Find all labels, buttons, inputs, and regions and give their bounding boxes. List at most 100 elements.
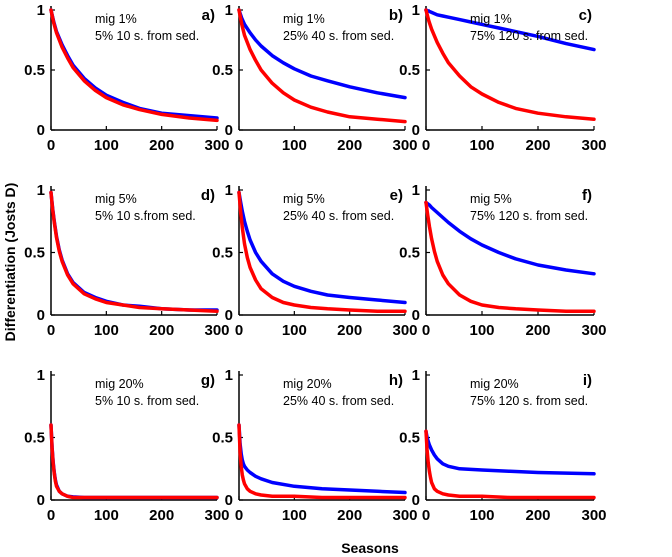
y-tick-label: 0.5 xyxy=(399,62,420,79)
x-tick-label: 300 xyxy=(392,137,417,154)
y-tick-label: 0 xyxy=(412,307,420,324)
panel-letter: b) xyxy=(389,7,403,24)
treatment-annotation: 75% 120 s. from sed. xyxy=(470,394,588,408)
series-line-blue xyxy=(49,423,219,500)
x-tick-label: 200 xyxy=(149,507,174,524)
x-tick-label: 200 xyxy=(337,137,362,154)
series-line-blue xyxy=(237,190,407,305)
x-tick-label: 100 xyxy=(282,322,307,339)
y-tick-label: 0 xyxy=(225,307,233,324)
treatment-annotation: 5% 10 s. from sed. xyxy=(95,394,199,408)
y-tick-label: 1 xyxy=(412,2,420,19)
y-tick-label: 0 xyxy=(37,307,45,324)
x-tick-label: 0 xyxy=(422,322,430,339)
y-tick-label: 0 xyxy=(412,492,420,509)
series-line-red xyxy=(49,8,219,123)
y-tick-label: 1 xyxy=(412,182,420,199)
x-axis-label: Seasons xyxy=(341,540,399,556)
y-tick-label: 1 xyxy=(225,367,233,384)
panel-b: 0 0.5 1 0 100 200 300 mig 1% 25% 40 s. from sed.… xyxy=(212,2,417,154)
panel-e: 0 0.5 1 0 100 200 300 mig 5% 25% 40 s. from sed.… xyxy=(212,182,417,339)
migration-annotation: mig 20% xyxy=(95,377,144,391)
x-tick-label: 0 xyxy=(235,507,243,524)
x-tick-label: 0 xyxy=(235,137,243,154)
x-tick-label: 0 xyxy=(47,507,55,524)
x-tick-label: 200 xyxy=(337,322,362,339)
x-tick-label: 200 xyxy=(149,322,174,339)
panel-letter: c) xyxy=(579,7,592,24)
x-tick-label: 300 xyxy=(581,322,606,339)
panel-letter: g) xyxy=(201,372,215,389)
series-line-red xyxy=(237,190,407,314)
series-line-blue xyxy=(49,8,219,120)
migration-annotation: mig 5% xyxy=(95,192,137,206)
x-tick-label: 100 xyxy=(94,322,119,339)
panel-f: 0 0.5 1 0 100 200 300 mig 5% 75% 120 s. from sed… xyxy=(399,182,606,339)
y-tick-label: 0 xyxy=(412,122,420,139)
x-tick-label: 100 xyxy=(469,137,494,154)
x-tick-label: 100 xyxy=(469,507,494,524)
x-tick-label: 0 xyxy=(235,322,243,339)
series-line-blue xyxy=(237,8,407,100)
y-tick-label: 1 xyxy=(412,367,420,384)
x-tick-label: 100 xyxy=(282,507,307,524)
y-tick-label: 0.5 xyxy=(24,430,45,447)
treatment-annotation: 25% 40 s. from sed. xyxy=(283,209,394,223)
series-line-blue xyxy=(424,8,596,52)
x-tick-label: 100 xyxy=(94,137,119,154)
x-tick-label: 200 xyxy=(149,137,174,154)
treatment-annotation: 25% 40 s. from sed. xyxy=(283,394,394,408)
panel-c: 0 0.5 1 0 100 200 300 mig 1% 75% 120 s. from sed… xyxy=(399,2,606,154)
x-tick-label: 200 xyxy=(337,507,362,524)
series-line-red xyxy=(424,200,596,314)
y-tick-label: 0.5 xyxy=(24,245,45,262)
series-line-red xyxy=(237,8,407,124)
panel-letter: i) xyxy=(583,372,592,389)
panel-i: 0 0.5 1 0 100 200 300 mig 20% 75% 120 s. from se… xyxy=(399,367,606,524)
treatment-annotation: 5% 10 s. from sed. xyxy=(95,29,199,43)
migration-annotation: mig 20% xyxy=(470,377,519,391)
x-tick-label: 200 xyxy=(525,507,550,524)
panel-g: 0 0.5 1 0 100 200 300 mig 20% 5% 10 s. from sed.… xyxy=(24,367,229,524)
x-tick-label: 300 xyxy=(204,137,229,154)
series-line-blue xyxy=(424,429,596,476)
series-line-red xyxy=(49,423,219,500)
y-tick-label: 1 xyxy=(225,2,233,19)
x-tick-label: 300 xyxy=(392,507,417,524)
treatment-annotation: 75% 120 s. from sed. xyxy=(470,209,588,223)
panel-letter: f) xyxy=(582,187,592,204)
y-tick-label: 0.5 xyxy=(212,245,233,262)
series-line-blue xyxy=(237,423,407,495)
panel-letter: h) xyxy=(389,372,403,389)
x-tick-label: 300 xyxy=(204,507,229,524)
panel-letter: d) xyxy=(201,187,215,204)
series-line-red xyxy=(424,8,596,121)
x-tick-label: 200 xyxy=(525,322,550,339)
x-tick-label: 300 xyxy=(204,322,229,339)
x-tick-label: 300 xyxy=(392,322,417,339)
series-line-red xyxy=(49,190,219,314)
y-axis-label: Differentiation (Josts D) xyxy=(2,183,18,342)
panel-h: 0 0.5 1 0 100 200 300 mig 20% 25% 40 s. from sed… xyxy=(212,367,417,524)
panel-letter: a) xyxy=(202,7,215,24)
migration-annotation: mig 1% xyxy=(470,12,512,26)
y-tick-label: 0.5 xyxy=(399,245,420,262)
panel-letter: e) xyxy=(390,187,403,204)
y-tick-label: 0.5 xyxy=(399,430,420,447)
y-tick-label: 0.5 xyxy=(212,430,233,447)
y-tick-label: 1 xyxy=(225,182,233,199)
y-tick-label: 0 xyxy=(37,492,45,509)
x-tick-label: 100 xyxy=(469,322,494,339)
x-tick-label: 100 xyxy=(282,137,307,154)
migration-annotation: mig 1% xyxy=(283,12,325,26)
treatment-annotation: 5% 10 s.from sed. xyxy=(95,209,196,223)
x-tick-label: 0 xyxy=(422,507,430,524)
migration-annotation: mig 20% xyxy=(283,377,332,391)
y-tick-label: 0 xyxy=(225,122,233,139)
x-tick-label: 300 xyxy=(581,137,606,154)
x-tick-label: 200 xyxy=(525,137,550,154)
series-line-red xyxy=(424,429,596,500)
x-tick-label: 300 xyxy=(581,507,606,524)
x-tick-label: 0 xyxy=(47,322,55,339)
